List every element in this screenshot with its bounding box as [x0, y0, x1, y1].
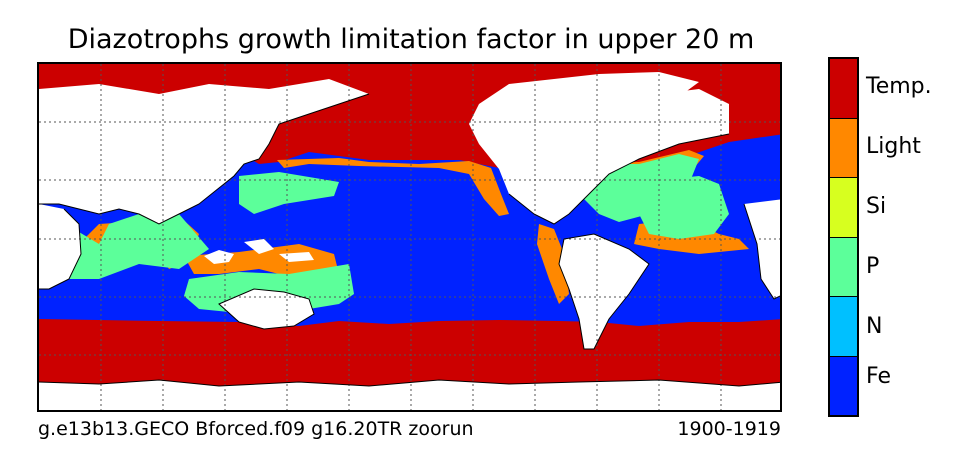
light-pacific-north	[277, 158, 509, 216]
land-antarctica	[39, 380, 780, 410]
colorbar	[828, 57, 859, 417]
colorbar-segment-temp	[830, 59, 857, 119]
colorbar-label-fe: Fe	[866, 364, 891, 389]
land-australia	[219, 289, 314, 329]
limitation-map	[37, 62, 782, 412]
colorbar-segment-fe	[830, 356, 857, 415]
case-name-label: g.e13b13.GECO Bforced.f09 g16.20TR zooru…	[38, 418, 474, 440]
p-north-pacific-west	[239, 172, 339, 214]
map-title: Diazotrophs growth limitation factor in …	[67, 24, 755, 55]
land-greenland	[599, 72, 699, 119]
p-australia-surround	[184, 264, 354, 312]
light-peru	[537, 224, 569, 304]
colorbar-segment-n	[830, 297, 857, 357]
p-atlantic-gulf	[639, 176, 729, 239]
colorbar-label-light: Light	[866, 134, 921, 159]
land-north-america	[469, 74, 729, 224]
p-indian-ocean	[39, 214, 209, 279]
colorbar-segment-p	[830, 237, 857, 297]
colorbar-segment-si	[830, 178, 857, 238]
colorbar-label-p: P	[866, 254, 880, 279]
land-africa-east	[744, 199, 780, 299]
land-indonesia	[204, 239, 314, 264]
colorbar-label-temp: Temp.	[866, 74, 932, 99]
land-south-america	[559, 234, 649, 349]
colorbar-label-n: N	[866, 314, 883, 339]
land-africa	[39, 204, 81, 289]
years-label: 1900-1919	[677, 418, 781, 440]
colorbar-label-si: Si	[866, 194, 887, 219]
colorbar-segment-light	[830, 118, 857, 178]
